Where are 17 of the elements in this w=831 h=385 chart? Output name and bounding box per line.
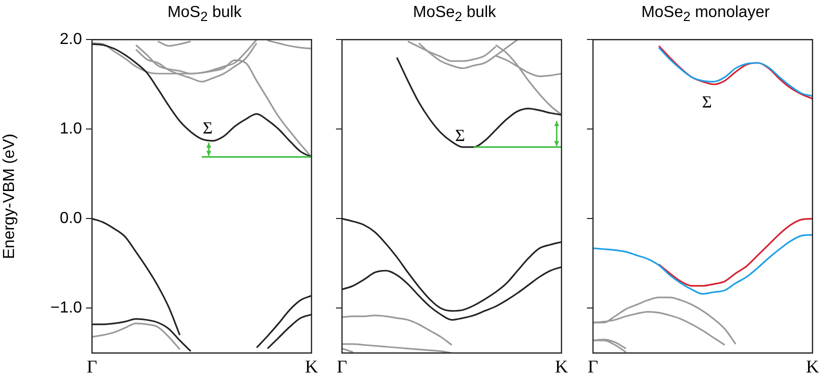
x-tick-label: Γ xyxy=(86,356,98,377)
x-tick-label: Γ xyxy=(588,356,598,377)
y-tick-label: −1.0 xyxy=(50,300,82,317)
x-tick-label: Γ xyxy=(336,356,348,377)
chart-title: MoS$_{2}$ bulk xyxy=(166,4,243,24)
x-tick-label: K xyxy=(806,356,819,377)
annotation: Σ xyxy=(702,92,712,112)
annotation: Σ xyxy=(202,118,213,138)
chart-title: MoSe$_{2}$ bulk xyxy=(412,4,497,24)
y-tick-label: 0.0 xyxy=(60,210,82,228)
annotation: Σ xyxy=(455,126,466,145)
x-tick-label: K xyxy=(555,356,568,377)
y-axis-title: Energy-VBM (eV) xyxy=(1,134,18,259)
y-tick-label: 2.0 xyxy=(60,31,82,48)
x-tick-label: K xyxy=(305,356,318,377)
chart-title: MoSe$_{2}$ monolayer xyxy=(640,4,771,24)
y-tick-label: 1.0 xyxy=(60,120,82,138)
